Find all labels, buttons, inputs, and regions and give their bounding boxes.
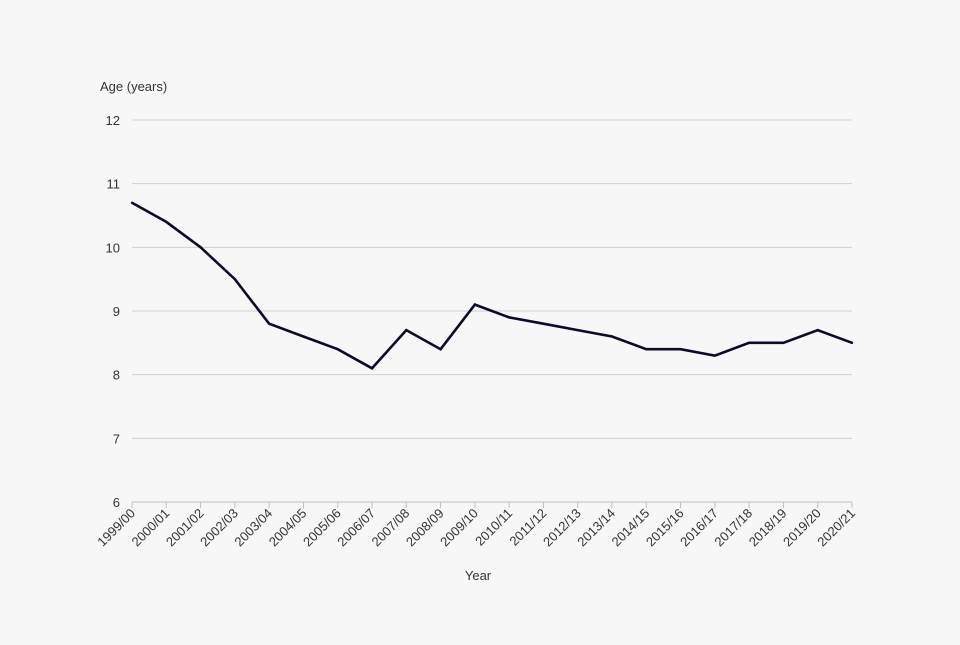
data-point [439,348,442,351]
axes: 67891011121999/002000/012001/022002/0320… [94,113,858,549]
y-tick-label: 11 [107,177,121,192]
data-point [473,303,477,306]
data-point [370,367,374,370]
data-point [336,348,339,351]
data-series [130,201,854,370]
x-tick-label: 2010/11 [472,506,515,549]
y-tick-label: 9 [113,304,120,319]
y-axis-title: Age (years) [100,79,167,94]
y-tick-label: 7 [113,431,120,446]
data-point [782,341,785,345]
data-point [302,335,305,338]
data-point [507,316,511,319]
data-point [405,328,408,332]
data-point [165,220,168,224]
y-tick-label: 12 [106,113,120,128]
data-point [747,341,751,345]
y-tick-label: 6 [113,495,120,510]
x-axis-title: Year [465,568,492,583]
series-line-0 [131,201,853,370]
data-point [679,348,682,351]
data-point [233,277,237,281]
data-point [576,328,579,332]
data-point [130,201,134,204]
data-point [850,341,854,345]
data-point [199,246,202,249]
y-tick-label: 10 [106,240,120,255]
data-point [816,328,819,332]
x-tick-label: 2009/10 [437,506,481,550]
data-point [713,354,717,357]
gridlines [132,119,852,439]
data-point [645,348,648,351]
data-point [542,322,545,325]
x-tick-label: 2020/21 [814,506,858,550]
y-tick-label: 8 [113,368,120,383]
data-point [610,335,614,338]
data-point [267,322,271,325]
